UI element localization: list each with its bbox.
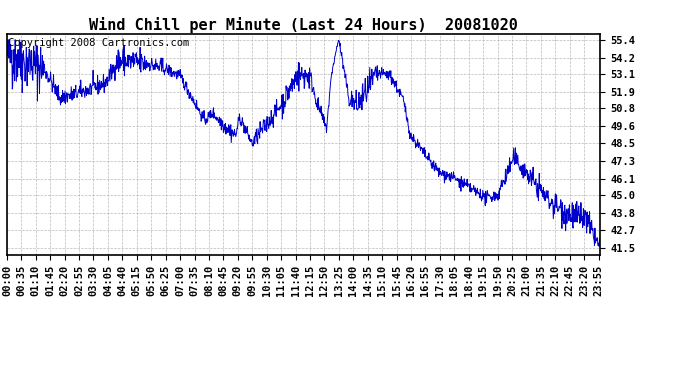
Text: Copyright 2008 Cartronics.com: Copyright 2008 Cartronics.com [8, 38, 189, 48]
Title: Wind Chill per Minute (Last 24 Hours)  20081020: Wind Chill per Minute (Last 24 Hours) 20… [89, 16, 518, 33]
